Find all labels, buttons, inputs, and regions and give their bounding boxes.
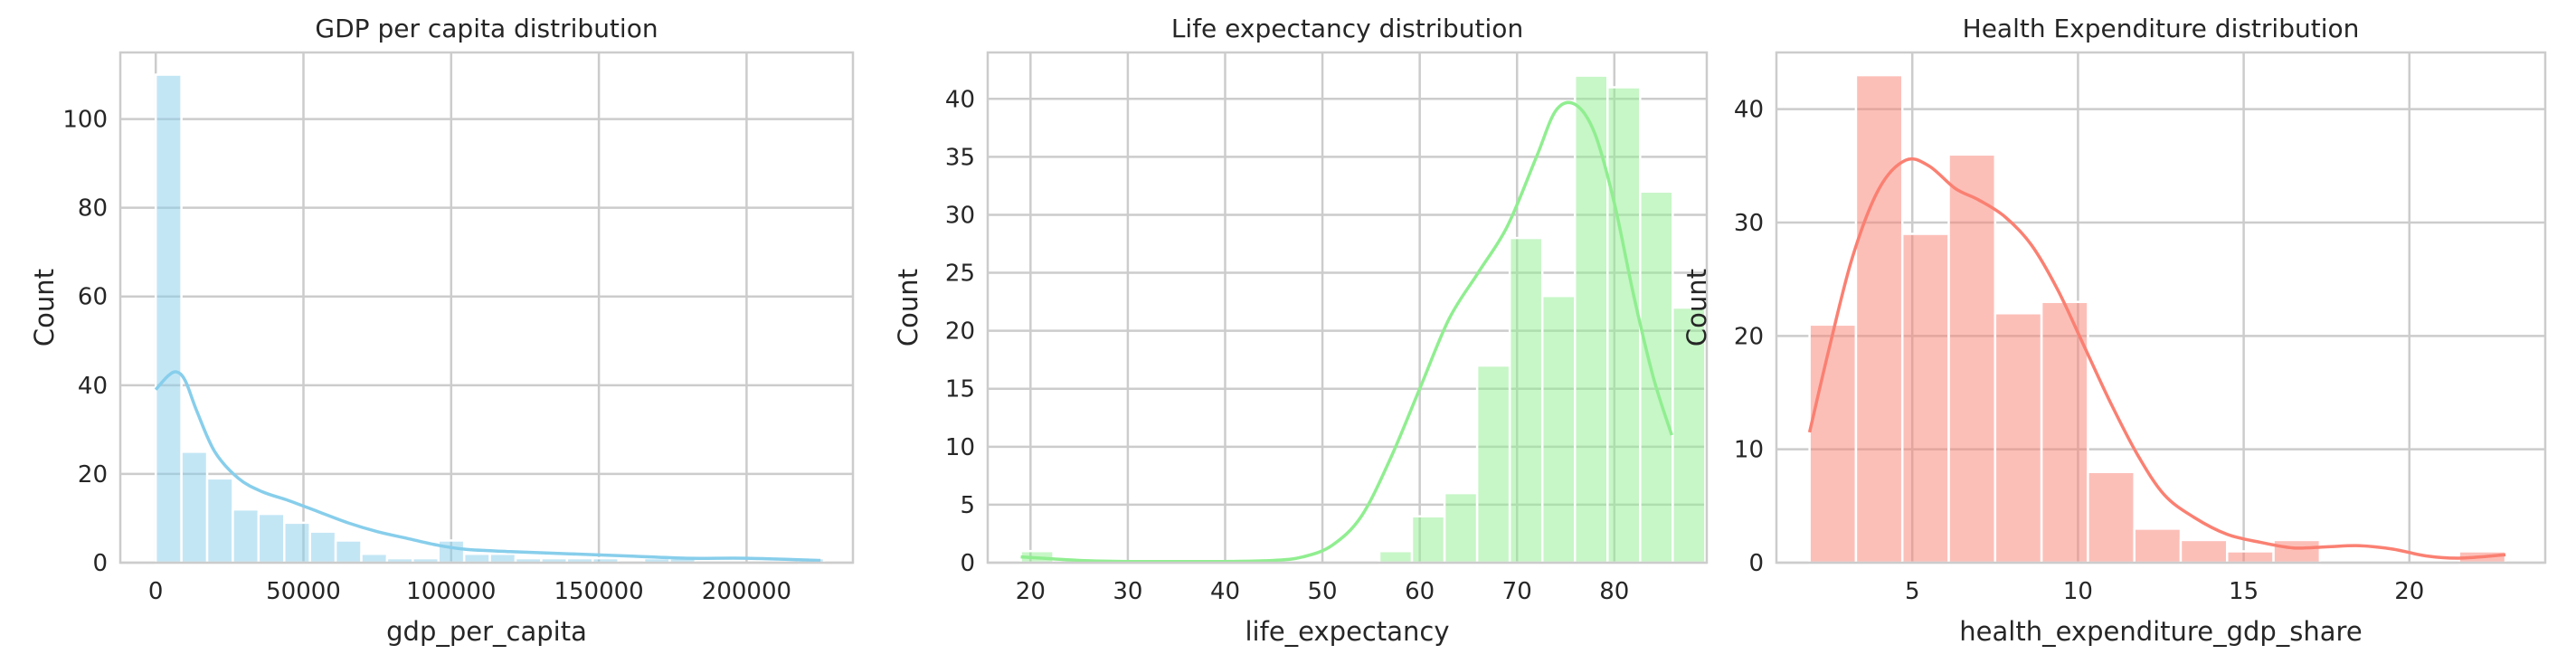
gdp-y-tick-label: 20: [78, 461, 108, 489]
life-histogram-bar-12: [1410, 515, 1446, 564]
gdp-y-tick-label: 0: [92, 550, 108, 577]
gdp-histogram-bar-11: [437, 539, 466, 564]
health-x-tick-label: 20: [2394, 578, 2424, 605]
gdp-chart-title: GDP per capita distribution: [315, 14, 658, 43]
gdp-histogram-bar-0: [154, 73, 183, 564]
health-histogram-bar-9: [2226, 550, 2275, 564]
health-x-tick-label: 15: [2229, 578, 2259, 605]
gdp-histogram-bar-3: [232, 507, 260, 564]
health-y-axis-label: Count: [1681, 269, 1712, 346]
gdp-y-axis-label: Count: [29, 269, 60, 346]
gdp-x-tick-label: 200000: [702, 578, 791, 605]
life-x-tick-label: 70: [1502, 578, 1532, 605]
health-axes-frame: [1775, 51, 2547, 564]
health-y-tick-label: 10: [1734, 437, 1764, 464]
health-chart-title: Health Expenditure distribution: [1963, 14, 2360, 43]
health-histogram-bar-2: [1900, 232, 1950, 564]
life-histogram-bar-18: [1606, 86, 1642, 564]
life-y-tick-label: 40: [945, 86, 975, 113]
life-x-tick-label: 20: [1016, 578, 1046, 605]
gdp-kde-line: [154, 370, 821, 563]
life-y-tick-label: 30: [945, 202, 975, 229]
gdp-y-tick-label: 60: [78, 284, 108, 311]
health-x-axis-label: health_expenditure_gdp_share: [1959, 616, 2362, 647]
health-histogram-bar-4: [1994, 312, 2043, 564]
health-y-tick-label: 0: [1748, 550, 1764, 577]
health-x-tick-label: 5: [1905, 578, 1920, 605]
health-kde-line: [1807, 157, 2506, 560]
health-histogram-bar-10: [2272, 538, 2322, 564]
gdp-y-tick-label: 40: [78, 373, 108, 400]
health-histogram-bar-1: [1854, 73, 1904, 564]
life-x-tick-label: 40: [1210, 578, 1240, 605]
health-y-tick-label: 20: [1734, 323, 1764, 350]
health-y-tick-label: 30: [1734, 210, 1764, 237]
gdp-y-tick-label: 80: [78, 195, 108, 223]
life-x-tick-label: 50: [1308, 578, 1338, 605]
gdp-x-tick-label: 150000: [554, 578, 643, 605]
life-x-axis-label: life_expectancy: [1245, 616, 1450, 647]
gdp-chart-panel: 0 50000 100000 150000 200000 0 20 40 60 80 100 GDP …: [29, 14, 855, 647]
gdp-histogram-bar-12: [462, 552, 491, 564]
life-histogram-bar-15: [1508, 236, 1544, 564]
gdp-histogram-bar-8: [360, 552, 389, 564]
health-histogram-bar-6: [2087, 470, 2136, 564]
health-expenditure-chart-panel: 5 10 15 20 0 10 20 30 40 Health Expenditure distr…: [1681, 14, 2547, 647]
gdp-histogram-bar-1: [180, 451, 209, 564]
life-histogram-bar-16: [1540, 294, 1577, 564]
health-histogram-bar-0: [1808, 323, 1858, 564]
life-axes-frame: [986, 51, 1709, 564]
life-histogram-bar-11: [1378, 549, 1414, 564]
life-y-tick-label: 10: [945, 434, 975, 461]
life-histogram-bar-14: [1475, 364, 1511, 564]
life-histogram-bar-17: [1573, 74, 1609, 564]
life-y-tick-label: 20: [945, 318, 975, 346]
gdp-x-tick-label: 0: [148, 578, 164, 605]
life-x-tick-label: 60: [1405, 578, 1435, 605]
life-histogram-bar-20: [1672, 306, 1707, 564]
life-chart-title: Life expectancy distribution: [1171, 14, 1523, 43]
health-histogram-bar-5: [2040, 300, 2089, 564]
gdp-x-tick-label: 100000: [406, 578, 496, 605]
health-y-tick-label: 40: [1734, 97, 1764, 124]
health-histogram-bar-7: [2133, 527, 2183, 564]
health-histogram-bar-8: [2179, 538, 2229, 564]
gdp-histogram-bar-7: [334, 539, 363, 564]
gdp-histogram-bar-13: [488, 552, 517, 564]
life-x-tick-label: 30: [1113, 578, 1142, 605]
gdp-axes-frame: [118, 51, 855, 564]
life-y-tick-label: 15: [945, 376, 975, 403]
life-histogram-bar-13: [1443, 491, 1479, 564]
gdp-y-tick-label: 100: [62, 107, 108, 134]
life-histogram-bar-19: [1639, 190, 1674, 564]
life-x-tick-label: 80: [1599, 578, 1629, 605]
gdp-x-axis-label: gdp_per_capita: [386, 616, 587, 647]
gdp-histogram-bar-5: [283, 521, 311, 564]
life-y-tick-label: 0: [960, 550, 975, 577]
life-y-tick-label: 5: [960, 492, 975, 519]
gdp-histogram-bar-4: [257, 512, 286, 564]
life-y-axis-label: Count: [893, 269, 923, 346]
life-expectancy-chart-panel: 20 30 40 50 60 70 80 0 5 10 15 20 25 30 35 40 Life expec…: [893, 14, 1709, 647]
life-y-tick-label: 35: [945, 144, 975, 171]
gdp-histogram-bar-6: [308, 530, 337, 564]
life-y-tick-label: 25: [945, 261, 975, 288]
gdp-x-tick-label: 50000: [266, 578, 341, 605]
health-x-tick-label: 10: [2063, 578, 2093, 605]
health-histogram-bar-3: [1947, 153, 1997, 564]
gdp-histogram-bar-2: [205, 477, 234, 564]
